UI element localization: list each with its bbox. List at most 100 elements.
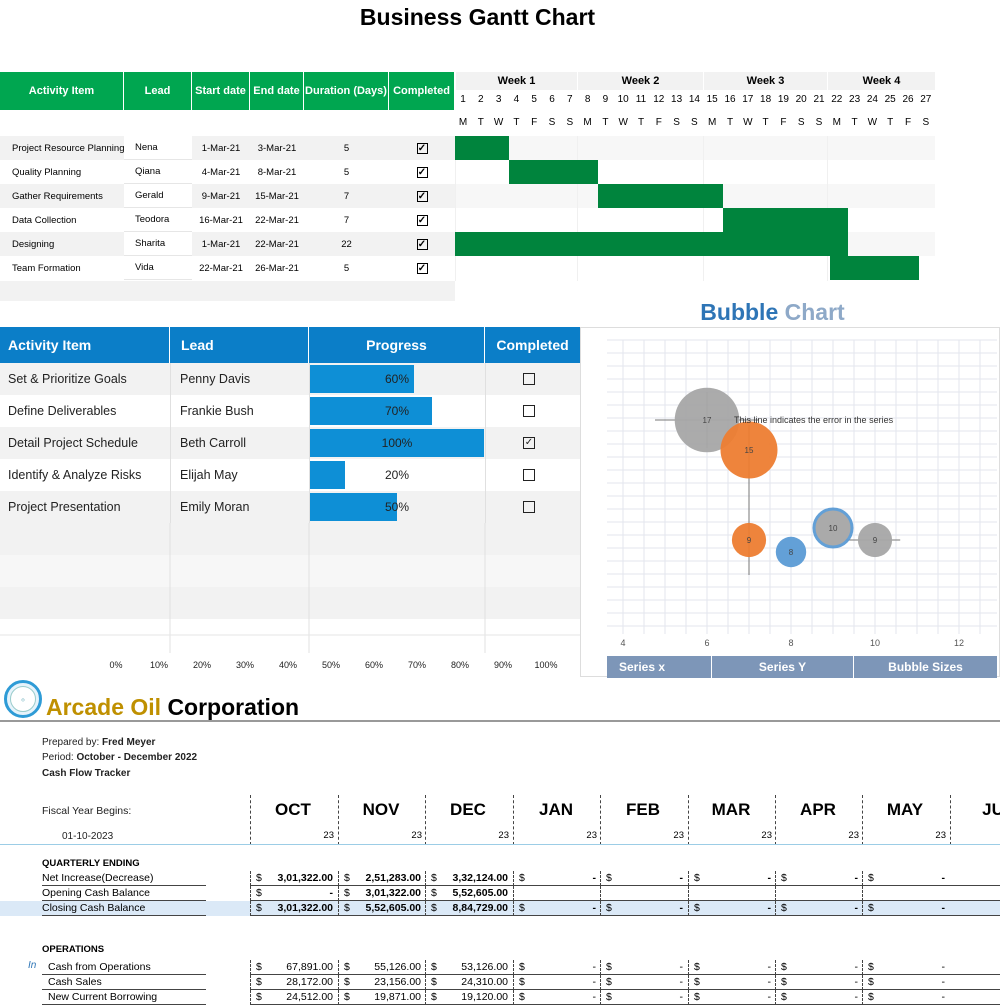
checkbox-icon[interactable] (523, 405, 535, 417)
gantt-header-end[interactable]: End date (250, 72, 304, 110)
checkbox-icon[interactable] (523, 373, 535, 385)
progress-header-progress[interactable]: Progress (309, 327, 485, 363)
day-number: 22 (831, 94, 843, 105)
amount-cell[interactable]: - (592, 961, 597, 973)
amount-cell[interactable]: 28,172.00 (286, 976, 333, 988)
day-letter: S (797, 117, 805, 128)
amount-cell[interactable]: 2,51,283.00 (365, 872, 421, 884)
checkbox-icon[interactable]: ✓ (416, 190, 428, 202)
amount-cell[interactable]: - (679, 991, 684, 1003)
checkbox-icon[interactable]: ✓ (416, 238, 428, 250)
amount-cell[interactable]: 5,52,605.00 (452, 887, 508, 899)
month-separator (688, 795, 689, 845)
column-separator (338, 886, 339, 901)
gantt-activity: Quality Planning (12, 166, 82, 178)
grid-row-bg (455, 208, 935, 232)
amount-cell[interactable]: 24,512.00 (286, 991, 333, 1003)
currency-symbol: $ (431, 976, 437, 988)
bubble (775, 536, 807, 568)
amount-cell[interactable]: 55,126.00 (374, 961, 421, 973)
gantt-completed-cell: ✓ (389, 208, 455, 232)
amount-cell[interactable]: - (941, 991, 946, 1003)
amount-cell[interactable]: - (767, 991, 772, 1003)
checkbox-icon[interactable] (523, 469, 535, 481)
amount-cell[interactable]: - (592, 902, 597, 914)
amount-cell[interactable]: - (854, 902, 859, 914)
checkbox-icon[interactable] (523, 501, 535, 513)
day-letter: T (887, 117, 894, 128)
currency-symbol: $ (694, 872, 700, 884)
checkbox-icon[interactable]: ✓ (523, 437, 535, 449)
column-separator (425, 975, 426, 990)
amount-cell[interactable]: 5,52,605.00 (365, 902, 421, 914)
amount-cell[interactable]: - (941, 961, 946, 973)
column-separator (250, 960, 251, 975)
amount-cell[interactable]: - (767, 976, 772, 988)
amount-cell[interactable]: - (854, 961, 859, 973)
month-day: 23 (411, 830, 422, 841)
amount-cell[interactable]: 3,01,322.00 (277, 872, 333, 884)
amount-cell[interactable]: - (941, 902, 946, 914)
progress-header-lead[interactable]: Lead (170, 327, 309, 363)
progress-header-completed[interactable]: Completed (496, 337, 569, 353)
currency-symbol: $ (868, 961, 874, 973)
amount-cell[interactable]: 19,871.00 (374, 991, 421, 1003)
row-label: Closing Cash Balance (42, 901, 206, 916)
amount-cell[interactable]: 3,01,322.00 (277, 902, 333, 914)
checkbox-icon[interactable]: ✓ (416, 166, 428, 178)
bubble-footer-series-y[interactable]: Series Y (712, 656, 854, 678)
currency-symbol: $ (868, 872, 874, 884)
checkbox-icon[interactable]: ✓ (416, 142, 428, 154)
amount-cell[interactable]: - (679, 961, 684, 973)
gantt-header-duration[interactable]: Duration (Days) (304, 72, 389, 110)
amount-cell[interactable]: - (679, 872, 684, 884)
amount-cell[interactable]: - (854, 991, 859, 1003)
amount-cell[interactable]: - (592, 872, 597, 884)
amount-cell[interactable]: 3,01,322.00 (365, 887, 421, 899)
amount-cell[interactable]: - (854, 976, 859, 988)
amount-cell[interactable]: 8,84,729.00 (452, 902, 508, 914)
checkbox-icon[interactable]: ✓ (416, 262, 428, 274)
amount-cell[interactable]: 53,126.00 (461, 961, 508, 973)
axis-tick-label: 100% (534, 660, 558, 670)
amount-cell[interactable]: - (592, 991, 597, 1003)
amount-cell[interactable]: 3,32,124.00 (452, 872, 508, 884)
gantt-header-start[interactable]: Start date (192, 72, 250, 110)
bubble-label: 17 (703, 416, 712, 425)
gantt-header-completed[interactable]: Completed (389, 72, 455, 110)
amount-cell[interactable]: - (592, 976, 597, 988)
amount-cell[interactable]: 67,891.00 (286, 961, 333, 973)
amount-cell[interactable]: 23,156.00 (374, 976, 421, 988)
checkbox-icon[interactable]: ✓ (416, 214, 428, 226)
amount-cell[interactable]: - (679, 902, 684, 914)
bubble-footer: Series x Series Y Bubble Sizes (607, 656, 997, 678)
currency-symbol: $ (256, 872, 262, 884)
amount-cell[interactable]: - (941, 976, 946, 988)
progress-header-activity[interactable]: Activity Item (0, 327, 170, 363)
bubble-label: 9 (747, 536, 752, 545)
bubble-footer-sizes[interactable]: Bubble Sizes (888, 660, 963, 674)
amount-cell[interactable]: 24,310.00 (461, 976, 508, 988)
bubble-footer-series-x[interactable]: Series x (607, 656, 712, 678)
fiscal-year-date[interactable]: 01-10-2023 (62, 831, 114, 842)
amount-cell[interactable]: - (941, 872, 946, 884)
amount-cell[interactable]: - (329, 887, 334, 899)
gantt-completed-cell: ✓ (389, 160, 455, 184)
amount-cell[interactable]: - (767, 902, 772, 914)
currency-symbol: $ (344, 902, 350, 914)
column-separator (775, 990, 776, 1005)
gantt-duration: 7 (343, 190, 350, 202)
amount-cell[interactable]: - (767, 961, 772, 973)
gantt-header-lead[interactable]: Lead (124, 72, 192, 110)
amount-cell[interactable]: - (679, 976, 684, 988)
amount-cell[interactable]: - (767, 872, 772, 884)
column-separator (688, 975, 689, 990)
amount-cell[interactable]: 19,120.00 (461, 991, 508, 1003)
month-separator (513, 795, 514, 845)
gantt-row: Gather Requirements Gerald 9-Mar-21 15-Mar-… (0, 184, 455, 208)
day-letter: T (851, 117, 858, 128)
progress-header: Activity Item Lead Progress Completed (0, 327, 580, 363)
amount-cell[interactable]: - (854, 872, 859, 884)
gantt-header-activity[interactable]: Activity Item (0, 72, 124, 110)
gantt-end: 26-Mar-21 (255, 262, 299, 274)
